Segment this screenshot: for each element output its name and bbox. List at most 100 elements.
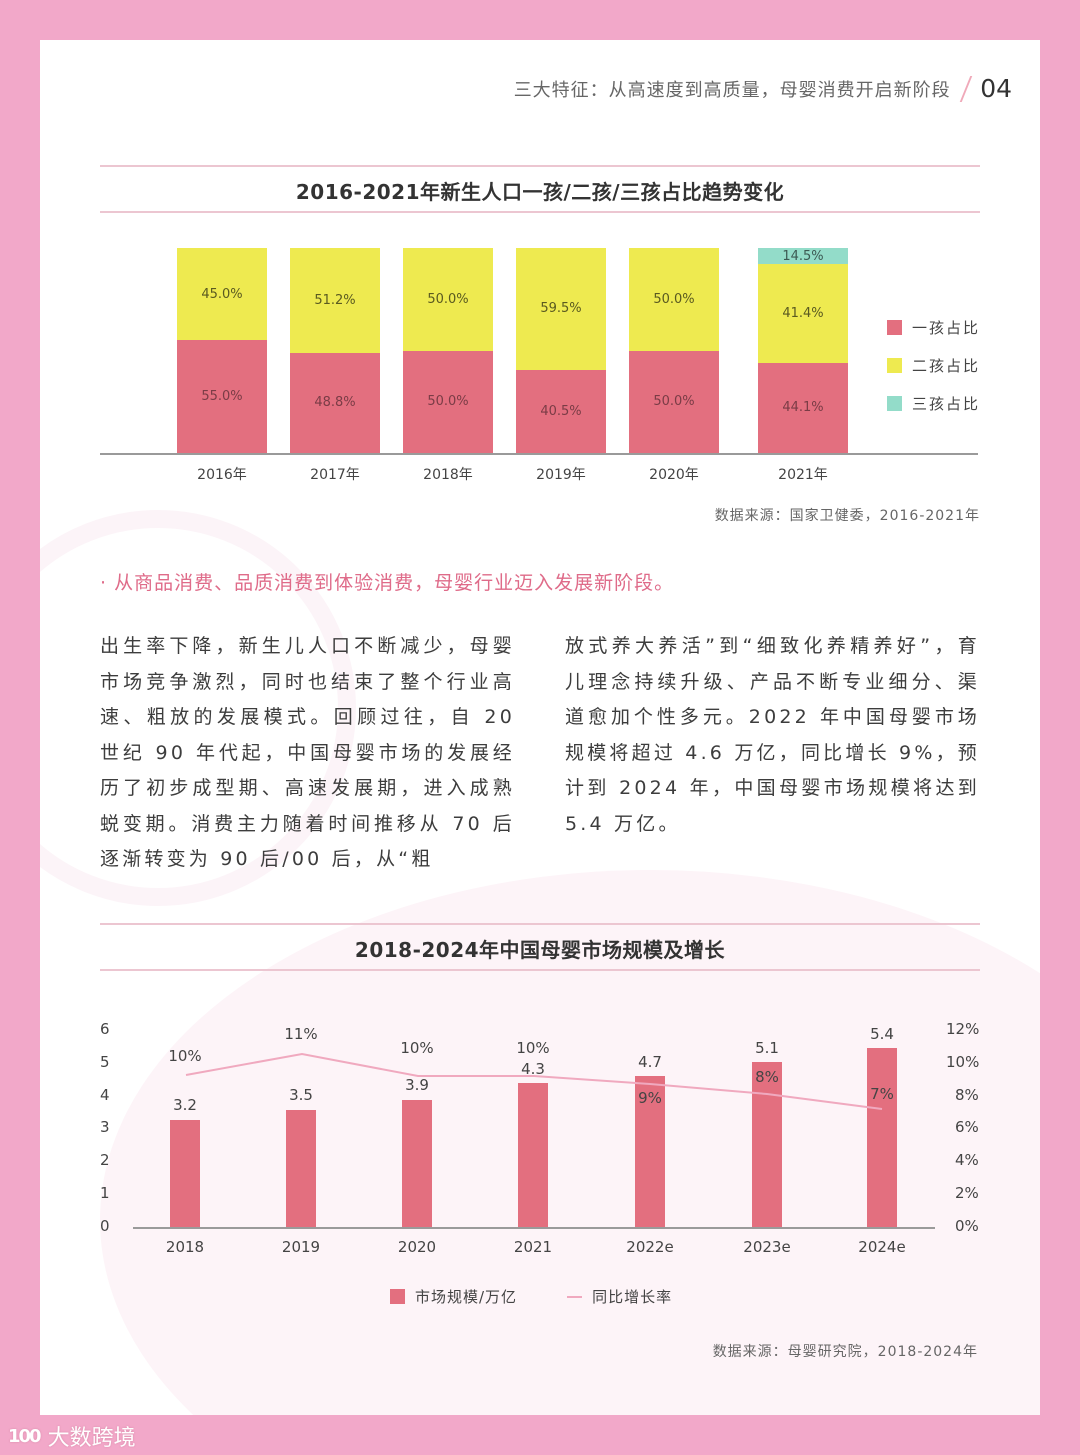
chart1-bar-2020: 50.0% 50.0%	[629, 248, 719, 453]
legend-swatch	[390, 1289, 405, 1304]
x-label: 2021	[513, 1238, 553, 1256]
x-label: 2016年	[197, 467, 247, 483]
chart1-bar-2019: 59.5% 40.5%	[516, 248, 606, 453]
body-paragraph-right: 放式养大养活”到“细致化养精养好”，育儿理念持续升级、产品不断专业细分、渠道愈加…	[565, 635, 980, 835]
chart1-plot: 45.0% 55.0% 51.2% 48.8% 50.0% 50.0% 59.5…	[40, 40, 1040, 520]
chart2-bar-2023e	[752, 1062, 782, 1227]
bar-value-label: 3.2	[173, 1096, 197, 1114]
y2-tick: 10%	[946, 1053, 980, 1071]
bar-segment-second: 41.4%	[758, 264, 848, 363]
x-label: 2019	[281, 1238, 321, 1256]
bar-segment-first: 50.0%	[403, 350, 493, 453]
legend-item-line: 同比增长率	[567, 1286, 672, 1307]
chart1-source: 数据来源：国家卫健委，2016-2021年	[714, 508, 980, 524]
chart1-bar-2021: 14.5% 41.4% 44.1%	[758, 248, 848, 453]
chart1-title: 2016-2021年新生人口一孩/二孩/三孩占比趋势变化	[295, 180, 785, 204]
chart2-bar-2021	[518, 1083, 548, 1227]
watermark: 100 大数跨境	[8, 1420, 136, 1452]
legend-item-bar: 市场规模/万亿	[390, 1286, 517, 1307]
growth-label: 8%	[755, 1068, 779, 1086]
growth-label: 10%	[168, 1047, 202, 1065]
chart2-x-axis	[133, 1227, 935, 1229]
x-label: 2022e	[626, 1238, 674, 1256]
chart2-bar-2020	[402, 1100, 432, 1227]
chart1-legend: 一孩占比 二孩占比 三孩占比	[887, 317, 980, 431]
chart2-title: 2018-2024年中国母婴市场规模及增长	[354, 938, 726, 962]
growth-label: 10%	[400, 1039, 434, 1057]
y-tick: 5	[100, 1053, 110, 1071]
x-label: 2018年	[423, 467, 473, 483]
chart1-bar-2018: 50.0% 50.0%	[403, 248, 493, 453]
bar-value-label: 4.7	[638, 1053, 662, 1071]
legend-swatch	[887, 320, 902, 335]
y2-tick: 4%	[955, 1151, 979, 1169]
y2-tick: 8%	[955, 1086, 979, 1104]
chart2-top-rule	[100, 923, 980, 925]
legend-label: 市场规模/万亿	[415, 1288, 518, 1306]
bar-segment-first: 44.1%	[758, 362, 848, 453]
y-tick: 0	[100, 1217, 110, 1235]
legend-label: 同比增长率	[592, 1288, 673, 1306]
chart1-top-rule	[100, 165, 980, 167]
growth-label: 7%	[870, 1085, 894, 1103]
y2-tick: 12%	[946, 1020, 980, 1038]
x-label: 2018	[165, 1238, 205, 1256]
legend-item-first: 一孩占比	[887, 317, 980, 338]
chart2-bar-2022e	[635, 1076, 665, 1227]
header-title: 三大特征：从高速度到高质量，母婴消费开启新阶段	[513, 79, 951, 101]
bar-segment-second: 51.2%	[290, 248, 380, 353]
bar-value-label: 3.5	[289, 1086, 313, 1104]
legend-label: 一孩占比	[912, 319, 981, 337]
chart2-legend: 市场规模/万亿 同比增长率	[390, 1286, 672, 1307]
bar-value-label: 3.9	[405, 1076, 429, 1094]
page-header: 三大特征：从高速度到高质量，母婴消费开启新阶段 04	[514, 74, 1012, 103]
bar-segment-second: 59.5%	[516, 248, 606, 370]
report-page: 三大特征：从高速度到高质量，母婴消费开启新阶段 04 2016-2021年新生人…	[40, 40, 1040, 1415]
chart2-source: 数据来源：母婴研究院，2018-2024年	[712, 1344, 978, 1360]
bar-segment-first: 50.0%	[629, 350, 719, 453]
legend-item-third: 三孩占比	[887, 393, 980, 414]
section-bullet: · 从商品消费、品质消费到体验消费，母婴行业迈入发展新阶段。	[100, 572, 675, 594]
bar-segment-first: 55.0%	[177, 340, 267, 453]
bar-segment-second: 50.0%	[629, 248, 719, 351]
chart2-bar-2018	[170, 1120, 200, 1227]
bar-value-label: 4.3	[521, 1060, 545, 1078]
growth-label: 11%	[284, 1025, 318, 1043]
y-tick: 6	[100, 1020, 110, 1038]
chart2-bottom-rule	[100, 969, 980, 971]
y-tick: 1	[100, 1184, 110, 1202]
y-tick: 2	[100, 1151, 110, 1169]
bar-segment-third: 14.5%	[758, 248, 848, 265]
chart1-bar-2016: 45.0% 55.0%	[177, 248, 267, 453]
body-paragraph-left: 出生率下降，新生儿人口不断减少，母婴市场竞争激烈，同时也结束了整个行业高速、粗放…	[100, 635, 515, 870]
x-label: 2024e	[858, 1238, 906, 1256]
bar-value-label: 5.4	[870, 1025, 894, 1043]
page-number: 04	[980, 74, 1012, 103]
brand-name: 大数跨境	[47, 1426, 136, 1451]
bar-segment-first: 40.5%	[516, 369, 606, 453]
legend-label: 三孩占比	[912, 395, 981, 413]
bar-segment-second: 45.0%	[177, 248, 267, 341]
chart1-bottom-rule	[100, 211, 980, 213]
y2-tick: 0%	[955, 1217, 979, 1235]
brand-logo-icon: 100	[8, 1425, 42, 1447]
chart2-plot: 6 5 4 3 2 1 0 12% 10% 8% 6% 4% 2% 0% 3.2…	[40, 40, 1040, 1340]
x-label: 2023e	[743, 1238, 791, 1256]
y-tick: 4	[100, 1086, 110, 1104]
chart1-bar-2017: 51.2% 48.8%	[290, 248, 380, 453]
x-label: 2021年	[778, 467, 828, 483]
legend-item-second: 二孩占比	[887, 355, 980, 376]
x-label: 2017年	[310, 467, 360, 483]
growth-label: 10%	[516, 1039, 550, 1057]
bar-segment-second: 50.0%	[403, 248, 493, 351]
legend-line-swatch	[567, 1295, 583, 1298]
y2-tick: 2%	[955, 1184, 979, 1202]
y2-tick: 6%	[955, 1118, 979, 1136]
legend-label: 二孩占比	[912, 357, 981, 375]
legend-swatch	[887, 396, 902, 411]
chart2-bar-2019	[286, 1110, 316, 1227]
bar-segment-first: 48.8%	[290, 352, 380, 453]
x-label: 2020	[397, 1238, 437, 1256]
growth-label: 9%	[638, 1089, 662, 1107]
chart1-x-axis	[100, 453, 978, 455]
